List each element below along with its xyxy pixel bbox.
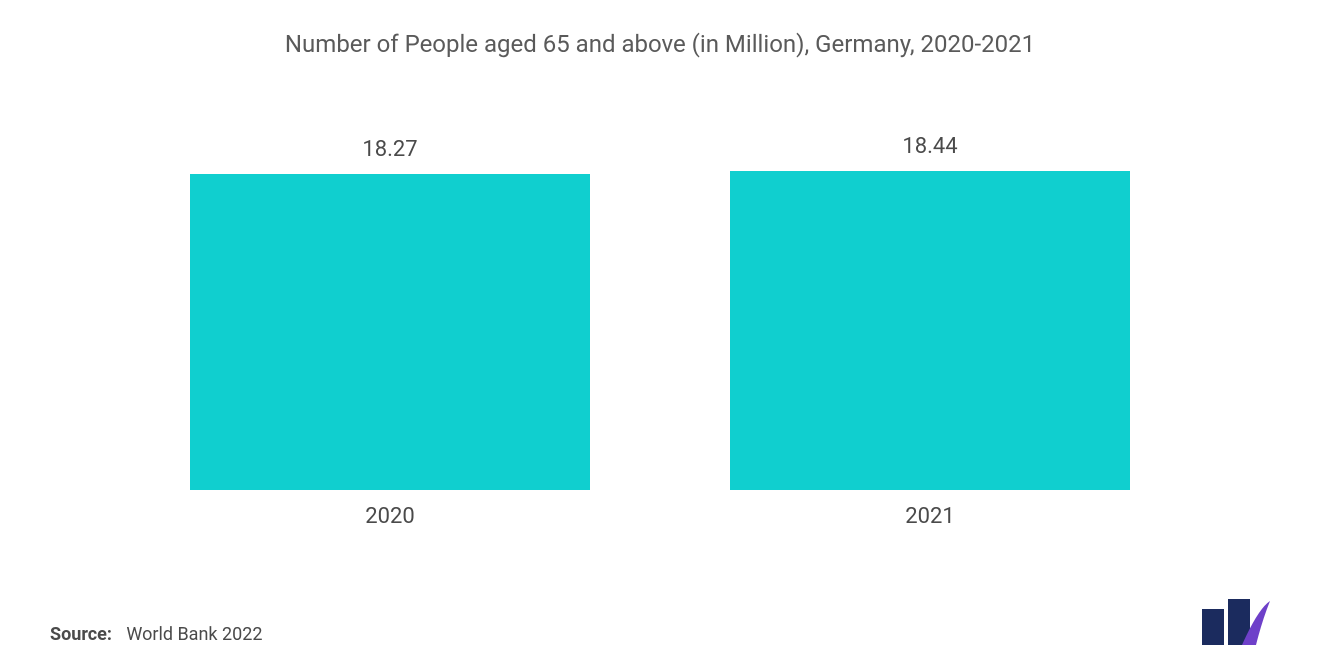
bar-1 (730, 171, 1130, 490)
chart-title: Number of People aged 65 and above (in M… (50, 30, 1270, 58)
bar-category-label: 2020 (365, 504, 414, 529)
plot-area: 18.27 2020 18.44 2021 (50, 68, 1270, 529)
bar-value-label: 18.44 (902, 134, 957, 159)
bar-value-label: 18.27 (362, 137, 417, 162)
logo-bar-1 (1202, 609, 1224, 645)
chart-container: Number of People aged 65 and above (in M… (0, 0, 1320, 665)
chart-footer: Source: World Bank 2022 (50, 529, 1270, 645)
source-line: Source: World Bank 2022 (50, 624, 262, 645)
brand-logo-icon (1198, 599, 1270, 645)
bar-group-1: 18.44 2021 (730, 134, 1130, 529)
bar-group-0: 18.27 2020 (190, 137, 590, 529)
bar-category-label: 2021 (905, 504, 954, 529)
bar-0 (190, 174, 590, 490)
source-label: Source: (50, 624, 112, 645)
source-text: World Bank 2022 (126, 624, 262, 645)
